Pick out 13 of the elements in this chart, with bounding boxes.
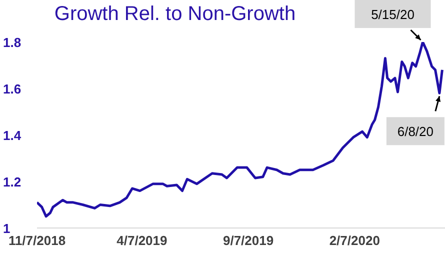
y-tick-label: 1.8: [3, 35, 22, 50]
x-tick-label: 4/7/2019: [116, 233, 168, 248]
y-tick-label: 1.2: [3, 174, 22, 190]
y-tick-label: 1.4: [3, 128, 22, 143]
x-tick-label: 9/7/2019: [222, 233, 274, 248]
x-tick-label: 2/7/2020: [329, 233, 380, 248]
line-series: [37, 42, 444, 218]
y-tick-label: 1: [3, 221, 10, 236]
annotation: 5/15/20: [371, 7, 414, 22]
chart-title: Growth Rel. to Non-Growth: [53, 3, 297, 26]
y-tick-label: 1.6: [3, 82, 22, 96]
x-tick-label: 11/7/2018: [8, 233, 66, 248]
annotation: 6/8/20: [397, 124, 434, 140]
